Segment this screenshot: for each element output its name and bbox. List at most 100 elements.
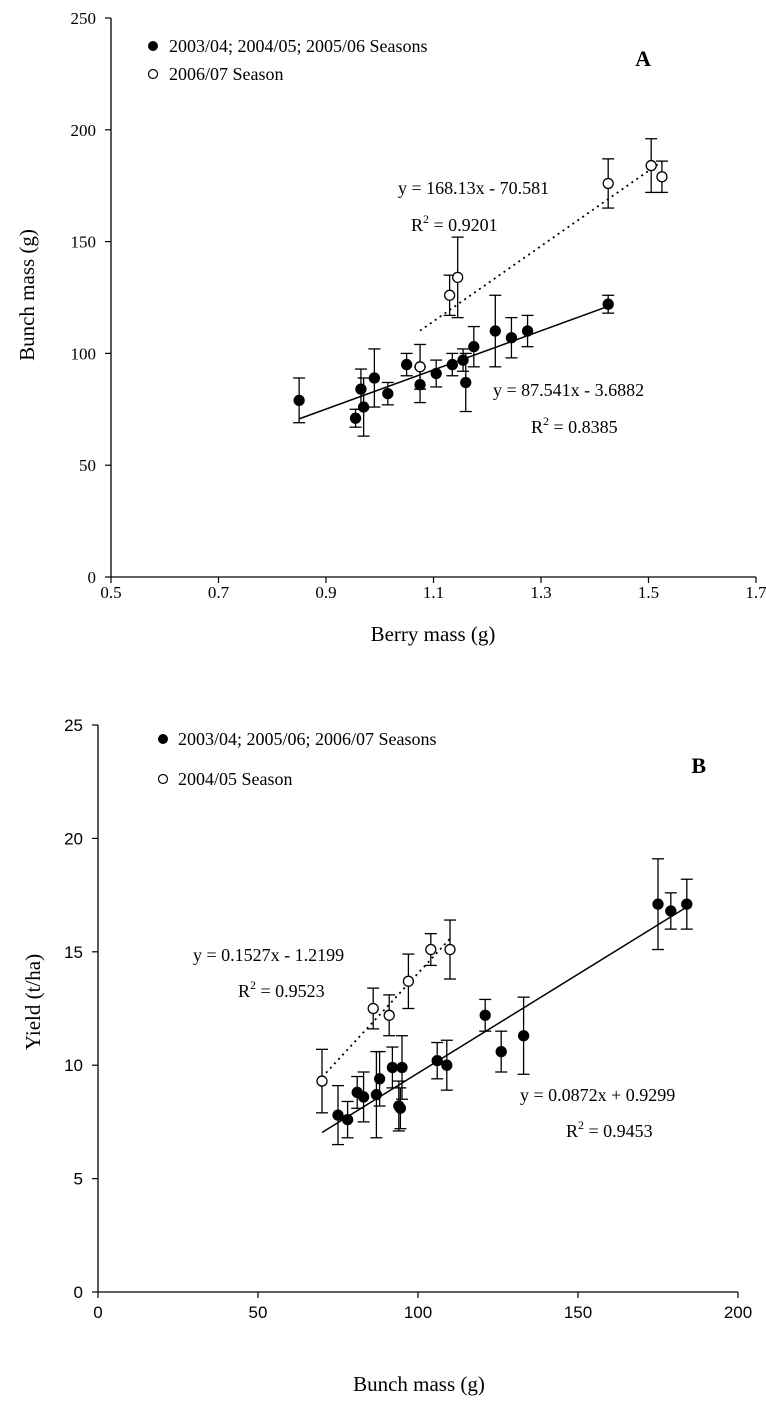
data-point-series-1 [460,376,472,389]
x-tick-label: 200 [724,1303,752,1322]
data-point-series-2 [645,159,657,172]
data-point-series-1 [441,1059,453,1071]
data-point-series-2 [425,943,437,956]
data-point-series-1 [414,379,426,391]
legend-marker-open [157,773,169,785]
y-tick-label: 20 [64,829,83,848]
data-point-series-1 [665,905,677,917]
data-point-series-1 [681,898,693,910]
data-point-series-1 [602,298,614,310]
data-point-series-2 [656,171,668,183]
x-tick-label: 0.7 [208,583,230,602]
x-tick-label: 1.5 [638,583,659,602]
legend-label-series-1: 2003/04; 2005/06; 2006/07 Seasons [178,729,437,749]
data-point-series-1 [457,354,469,366]
data-point-series-1 [382,387,394,400]
data-point-series-1 [349,412,362,424]
legend-marker-open [147,68,159,80]
panel-b: 0 50 100 150 200 0 5 10 15 20 25 B 2003/04; 2005/0… [21,716,752,1396]
r2-value-series-2: 0.9201 [448,215,498,235]
trendline-series-2 [321,938,451,1078]
r2-series-1: R2 = 0.8385 [531,414,618,437]
data-point-series-1 [521,325,534,337]
x-tick-label: 100 [404,1303,432,1322]
y-tick-label: 10 [64,1056,83,1075]
data-point-series-2 [444,943,456,956]
legend-label-series-1: 2003/04; 2004/05; 2005/06 Seasons [169,36,428,56]
data-point-series-1 [489,325,501,337]
equation-series-1: y = 87.541x - 3.6882 [493,380,644,400]
data-point-series-2 [602,177,614,190]
equation-series-2: y = 168.13x - 70.581 [398,178,549,198]
y-tick-label: 200 [71,121,97,140]
data-point-series-1 [394,1102,407,1114]
r2-series-1: R2 = 0.9453 [566,1118,653,1141]
r2-value-series-2: 0.9523 [275,981,325,1001]
x-tick-label: 0.5 [100,583,121,602]
y-tick-label: 15 [64,943,83,962]
data-point-series-2 [452,271,464,284]
equation-series-2: y = 0.1527x - 1.2199 [193,945,344,965]
x-tick-label: 1.7 [745,583,766,602]
data-point-series-1 [293,394,305,407]
data-point-series-1 [430,367,442,380]
x-tick-label: 0 [93,1303,102,1322]
data-point-series-2 [316,1075,328,1087]
legend-marker-filled [148,41,158,51]
data-point-series-1 [368,372,381,384]
x-tick-label: 1.3 [530,583,551,602]
trendline-series-2 [419,160,663,332]
legend-marker-filled [158,734,168,744]
y-tick-label: 50 [79,456,96,475]
x-axis-label: Berry mass (g) [371,622,496,646]
y-tick-label: 0 [88,568,97,587]
data-point-series-1 [505,332,518,344]
y-axis-label: Yield (t/ha) [21,954,45,1050]
data-point-series-1 [370,1089,383,1101]
trendline-series-1 [321,906,688,1134]
data-point-series-1 [386,1061,399,1074]
y-tick-label: 0 [74,1283,83,1302]
data-point-series-1 [373,1073,386,1085]
r2-value-series-1: 0.9453 [603,1121,653,1141]
y-tick-label: 25 [64,716,83,735]
r2-value-series-1: 0.8385 [568,417,618,437]
x-axis-label: Bunch mass (g) [353,1372,485,1396]
x-tick-label: 50 [249,1303,268,1322]
data-point-series-1 [517,1030,530,1042]
data-point-series-1 [479,1009,491,1021]
legend: 2003/04; 2005/06; 2006/07 Seasons 2004/0… [157,729,437,789]
x-tick-label: 150 [564,1303,592,1322]
data-point-series-2 [414,361,426,373]
y-tick-label: 250 [71,9,97,28]
data-point-series-1 [357,1091,370,1103]
equation-series-1: y = 0.0872x + 0.9299 [520,1085,675,1105]
y-tick-label: 100 [71,344,97,363]
y-tick-label: 5 [74,1170,83,1189]
data-point-series-1 [355,383,367,395]
data-point-series-1 [468,341,480,353]
y-tick-label: 150 [71,233,97,252]
data-point-series-2 [402,975,415,987]
panel-label: A [635,46,651,71]
x-tick-label: 0.9 [315,583,336,602]
r2-series-2: R2 = 0.9201 [411,212,498,235]
y-axis-label: Bunch mass (g) [15,229,39,361]
legend-label-series-2: 2006/07 Season [169,64,284,84]
panel-a: 0.5 0.7 0.9 1.1 1.3 1.5 1.7 0 50 100 150 200 250 A 2… [15,9,766,646]
x-tick-label: 1.1 [423,583,444,602]
data-point-series-1 [341,1113,354,1126]
data-point-series-2 [383,1009,395,1021]
data-point-series-1 [495,1045,507,1058]
data-point-series-1 [400,358,413,371]
data-point-series-1 [357,401,370,413]
data-point-series-2 [443,289,456,301]
data-point-series-1 [446,358,458,371]
data-point-series-1 [396,1061,408,1074]
data-point-series-1 [652,898,664,910]
r2-series-2: R2 = 0.9523 [238,978,325,1001]
panel-label: B [691,753,706,778]
data-point-series-1 [332,1109,344,1121]
legend-label-series-2: 2004/05 Season [178,769,293,789]
